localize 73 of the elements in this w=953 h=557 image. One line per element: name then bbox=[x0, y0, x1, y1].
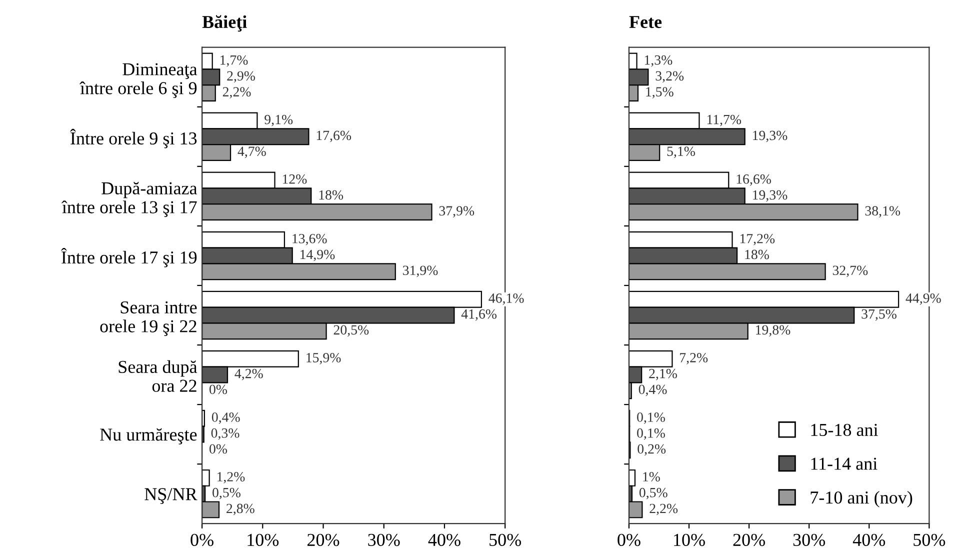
x-tick-label: 20% bbox=[733, 534, 765, 546]
data-label: 1% bbox=[643, 472, 660, 482]
x-tick-label: 20% bbox=[308, 534, 340, 546]
data-label: 31,9% bbox=[402, 266, 438, 278]
x-tick-label: 0% bbox=[618, 534, 640, 546]
data-label: 0,1% bbox=[637, 412, 665, 424]
data-label: 18% bbox=[319, 190, 344, 200]
x-tick-label: 30% bbox=[793, 534, 826, 546]
x-tick-label: 50% bbox=[914, 534, 946, 546]
data-label: 11,7% bbox=[707, 114, 742, 126]
legend-label: 7-10 ani (nov) bbox=[810, 490, 912, 508]
y-tick-label: Seara după ora 22 bbox=[118, 360, 198, 392]
data-label: 19,3% bbox=[753, 130, 788, 142]
legend-label: 15-18 ani bbox=[811, 424, 878, 436]
data-label: 2,2% bbox=[650, 504, 678, 516]
data-label: 0,2% bbox=[638, 444, 666, 456]
data-label: 1,3% bbox=[644, 55, 672, 67]
data-label: 37,9% bbox=[439, 206, 474, 218]
chart-title: Fete bbox=[629, 16, 662, 28]
data-label: 9,1% bbox=[264, 114, 293, 126]
data-label: 0,3% bbox=[211, 428, 240, 440]
data-label: 38,1% bbox=[865, 206, 900, 218]
data-label: 4,2% bbox=[234, 368, 263, 380]
x-tick-label: 50% bbox=[490, 534, 522, 546]
data-label: 15,9% bbox=[306, 352, 341, 364]
x-tick-label: 30% bbox=[368, 534, 400, 546]
data-label: 0,5% bbox=[639, 488, 668, 500]
data-label: 44,9% bbox=[906, 293, 941, 305]
data-label: 0,5% bbox=[212, 488, 240, 500]
legend-label: 11-14 ani bbox=[811, 458, 878, 470]
y-tick-label: Dimineaţa între orele 6 şi 9 bbox=[80, 63, 198, 98]
data-label: 3,2% bbox=[656, 71, 684, 83]
data-label: 1,7% bbox=[220, 55, 248, 67]
data-label: 0% bbox=[210, 384, 228, 394]
data-label: 14,9% bbox=[300, 250, 335, 262]
data-label: 5,1% bbox=[667, 146, 695, 158]
chart-title: Băieţi bbox=[202, 15, 247, 32]
data-label: 17,2% bbox=[740, 234, 775, 246]
data-label: 1,2% bbox=[217, 472, 245, 484]
x-tick-label: 10% bbox=[248, 534, 279, 546]
data-label: 1,5% bbox=[646, 87, 674, 98]
y-tick-label: Între orele 9 şi 13 bbox=[70, 128, 197, 148]
y-tick-label: Seara intre orele 19 şi 22 bbox=[100, 301, 197, 336]
data-label: 17,6% bbox=[316, 130, 352, 142]
data-label: 2,9% bbox=[227, 71, 256, 83]
data-label: 19,8% bbox=[756, 325, 790, 337]
x-tick-label: 10% bbox=[674, 534, 705, 546]
data-label: 18% bbox=[745, 250, 769, 260]
x-tick-label: 40% bbox=[428, 534, 460, 546]
data-label: 12% bbox=[282, 174, 307, 184]
data-label: 20,5% bbox=[334, 325, 369, 337]
x-tick-label: 40% bbox=[852, 534, 886, 546]
data-label: 32,7% bbox=[832, 266, 868, 278]
y-tick-label: Nu urmăreşte bbox=[100, 428, 197, 444]
data-label: 2,2% bbox=[222, 87, 251, 98]
data-label: 0,4% bbox=[212, 412, 240, 424]
y-tick-label: Între orele 17 şi 19 bbox=[61, 248, 197, 268]
data-label: 13,6% bbox=[292, 234, 327, 246]
data-label: 19,3% bbox=[753, 190, 788, 202]
data-label: 7,2% bbox=[680, 352, 708, 364]
data-label: 16,6% bbox=[736, 174, 771, 186]
x-tick-label: 0% bbox=[190, 534, 214, 546]
data-label: 0,4% bbox=[638, 384, 667, 396]
data-label: 0% bbox=[210, 444, 228, 454]
data-label: 41,6% bbox=[461, 309, 497, 321]
data-label: 2,1% bbox=[649, 368, 677, 380]
data-label: 46,1% bbox=[488, 293, 524, 305]
data-label: 0,1% bbox=[637, 428, 665, 440]
data-label: 4,7% bbox=[238, 146, 266, 158]
data-label: 37,5% bbox=[862, 309, 896, 321]
y-tick-label: NŞ/NR bbox=[144, 488, 198, 504]
y-tick-label: După-amiaza între orele 13 şi 17 bbox=[62, 182, 198, 217]
data-label: 2,8% bbox=[226, 504, 254, 516]
